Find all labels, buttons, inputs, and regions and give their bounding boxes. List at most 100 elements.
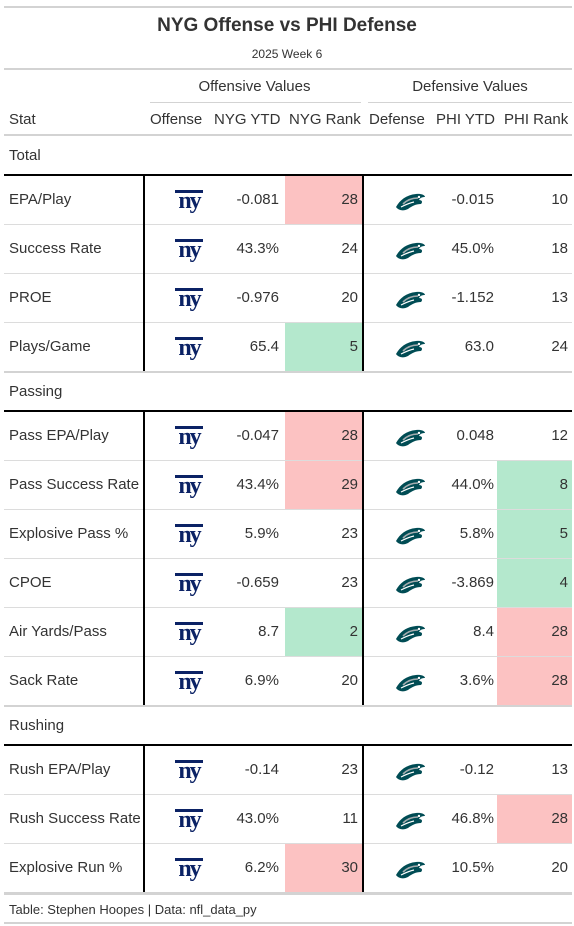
rank-highlight — [497, 608, 572, 656]
phi-ytd-value: 0.048 — [456, 427, 494, 444]
phi-ytd-value: 3.6% — [459, 672, 494, 689]
top-border — [4, 6, 572, 8]
rank-highlight — [285, 412, 362, 460]
nyg-rank-value: 23 — [341, 761, 358, 778]
eagles-head-logo-icon — [394, 239, 426, 261]
header-bottom-border — [4, 134, 572, 136]
nyg-rank-value: 23 — [341, 574, 358, 591]
rank-highlight — [497, 795, 572, 843]
giants-ny-logo-icon: ny — [173, 423, 205, 450]
phi-ytd-value: 8.4 — [473, 623, 494, 640]
col-header-stat: Stat — [9, 111, 36, 128]
eagles-head-logo-icon — [394, 671, 426, 693]
group-rule-defense — [368, 102, 572, 103]
phi-rank-value: 28 — [551, 623, 568, 640]
giants-ny-logo-icon: ny — [173, 570, 205, 597]
eagles-head-logo-icon — [394, 622, 426, 644]
phi-ytd-value: 46.8% — [451, 810, 494, 827]
stat-label: Pass EPA/Play — [9, 427, 109, 444]
nyg-ytd-value: 8.7 — [258, 623, 279, 640]
eagles-head-logo-icon — [394, 760, 426, 782]
rank-highlight — [285, 176, 362, 224]
phi-rank-value: 18 — [551, 240, 568, 257]
giants-ny-logo-icon: ny — [173, 236, 205, 263]
nyg-rank-value: 29 — [341, 476, 358, 493]
eagles-head-logo-icon — [394, 475, 426, 497]
phi-ytd-value: -0.12 — [459, 761, 494, 778]
section-top-rule — [4, 744, 572, 746]
nyg-ytd-value: 43.3% — [236, 240, 279, 257]
section-top-rule — [4, 410, 572, 412]
row-divider — [4, 843, 572, 844]
rank-highlight — [497, 510, 572, 558]
phi-rank-value: 12 — [551, 427, 568, 444]
group-header-defense: Defensive Values — [412, 78, 528, 95]
stat-label: Pass Success Rate — [9, 476, 140, 493]
phi-ytd-value: 45.0% — [451, 240, 494, 257]
stat-label: Explosive Run % — [9, 859, 123, 876]
rank-highlight — [497, 657, 572, 705]
eagles-head-logo-icon — [394, 288, 426, 310]
nyg-ytd-value: 6.9% — [244, 672, 279, 689]
row-divider — [4, 607, 572, 608]
nyg-ytd-value: 43.0% — [236, 810, 279, 827]
col-header-nyg-rank: NYG Rank — [289, 111, 361, 128]
giants-ny-logo-icon: ny — [173, 806, 205, 833]
stat-label: EPA/Play — [9, 191, 72, 208]
section-label: Passing — [9, 383, 63, 400]
stat-label: CPOE — [9, 574, 52, 591]
eagles-head-logo-icon — [394, 190, 426, 212]
eagles-head-logo-icon — [394, 337, 426, 359]
rank-highlight — [285, 608, 362, 656]
eagles-head-logo-icon — [394, 573, 426, 595]
col-header-nyg-ytd: NYG YTD — [214, 111, 281, 128]
nyg-rank-value: 20 — [341, 289, 358, 306]
nyg-ytd-value: -0.976 — [236, 289, 279, 306]
row-divider — [4, 794, 572, 795]
nyg-ytd-value: 43.4% — [236, 476, 279, 493]
row-divider — [4, 224, 572, 225]
nyg-rank-value: 20 — [341, 672, 358, 689]
phi-ytd-value: -1.152 — [451, 289, 494, 306]
group-rule-offense — [150, 102, 361, 103]
rank-highlight — [497, 559, 572, 607]
giants-ny-logo-icon: ny — [173, 472, 205, 499]
rank-highlight — [285, 844, 362, 892]
stat-label: Rush Success Rate — [9, 810, 141, 827]
nyg-rank-value: 23 — [341, 525, 358, 542]
row-divider — [4, 656, 572, 657]
table-footnote: Table: Stephen Hoopes | Data: nfl_data_p… — [9, 902, 257, 917]
nyg-ytd-value: -0.047 — [236, 427, 279, 444]
col-header-offense: Offense — [150, 111, 203, 128]
eagles-head-logo-icon — [394, 809, 426, 831]
nyg-rank-value: 28 — [341, 191, 358, 208]
row-divider — [4, 509, 572, 510]
rank-highlight — [497, 461, 572, 509]
phi-rank-value: 10 — [551, 191, 568, 208]
defense-group-divider — [362, 410, 364, 705]
phi-rank-value: 5 — [559, 525, 568, 542]
phi-rank-value: 4 — [559, 574, 568, 591]
nyg-ytd-value: 5.9% — [244, 525, 279, 542]
stat-label: Rush EPA/Play — [9, 761, 111, 778]
phi-rank-value: 20 — [551, 859, 568, 876]
col-header-phi-ytd: PHI YTD — [436, 111, 495, 128]
row-divider — [4, 273, 572, 274]
eagles-head-logo-icon — [394, 426, 426, 448]
nyg-ytd-value: 65.4 — [249, 338, 279, 355]
phi-ytd-value: 5.8% — [459, 525, 494, 542]
giants-ny-logo-icon: ny — [173, 187, 205, 214]
nyg-rank-value: 24 — [341, 240, 358, 257]
phi-rank-value: 28 — [551, 810, 568, 827]
eagles-head-logo-icon — [394, 524, 426, 546]
phi-ytd-value: -3.869 — [451, 574, 494, 591]
heading-border — [4, 68, 572, 70]
phi-ytd-value: -0.015 — [451, 191, 494, 208]
row-divider — [4, 371, 572, 373]
giants-ny-logo-icon: ny — [173, 619, 205, 646]
giants-ny-logo-icon: ny — [173, 521, 205, 548]
nyg-ytd-value: 6.2% — [244, 859, 279, 876]
nyg-rank-value: 2 — [349, 623, 358, 640]
nyg-rank-value: 30 — [341, 859, 358, 876]
giants-ny-logo-icon: ny — [173, 668, 205, 695]
